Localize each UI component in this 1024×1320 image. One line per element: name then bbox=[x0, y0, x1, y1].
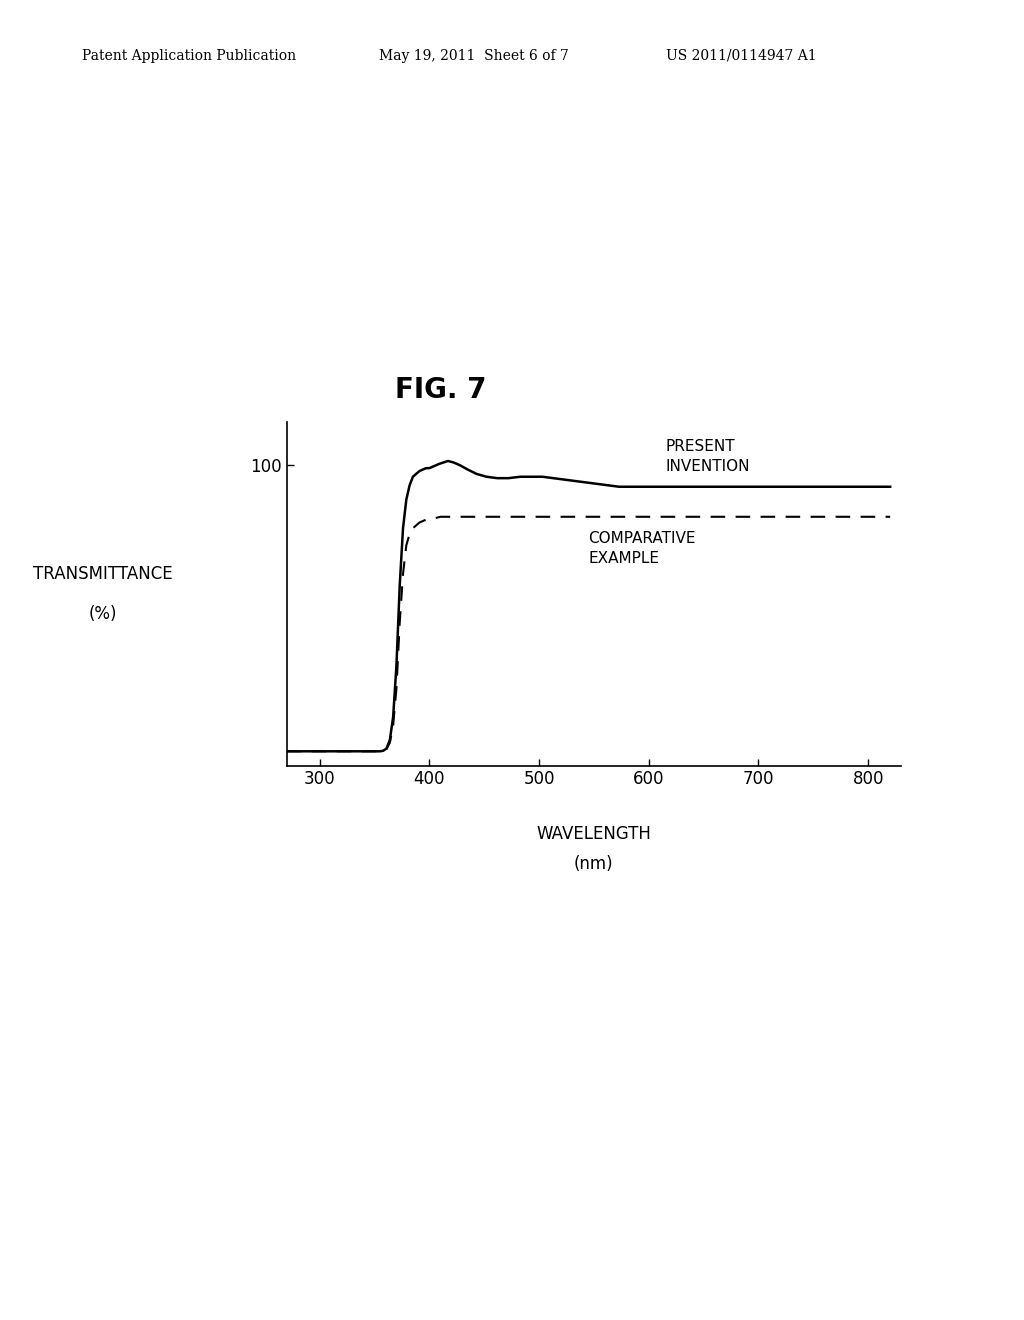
Text: (nm): (nm) bbox=[574, 855, 613, 874]
Text: COMPARATIVE
EXAMPLE: COMPARATIVE EXAMPLE bbox=[589, 531, 696, 566]
Text: TRANSMITTANCE: TRANSMITTANCE bbox=[33, 565, 172, 583]
Text: (%): (%) bbox=[88, 605, 117, 623]
Text: US 2011/0114947 A1: US 2011/0114947 A1 bbox=[666, 49, 816, 63]
Text: FIG. 7: FIG. 7 bbox=[394, 376, 486, 404]
Text: WAVELENGTH: WAVELENGTH bbox=[537, 825, 651, 843]
Text: May 19, 2011  Sheet 6 of 7: May 19, 2011 Sheet 6 of 7 bbox=[379, 49, 568, 63]
Text: PRESENT
INVENTION: PRESENT INVENTION bbox=[666, 440, 750, 474]
Text: Patent Application Publication: Patent Application Publication bbox=[82, 49, 296, 63]
